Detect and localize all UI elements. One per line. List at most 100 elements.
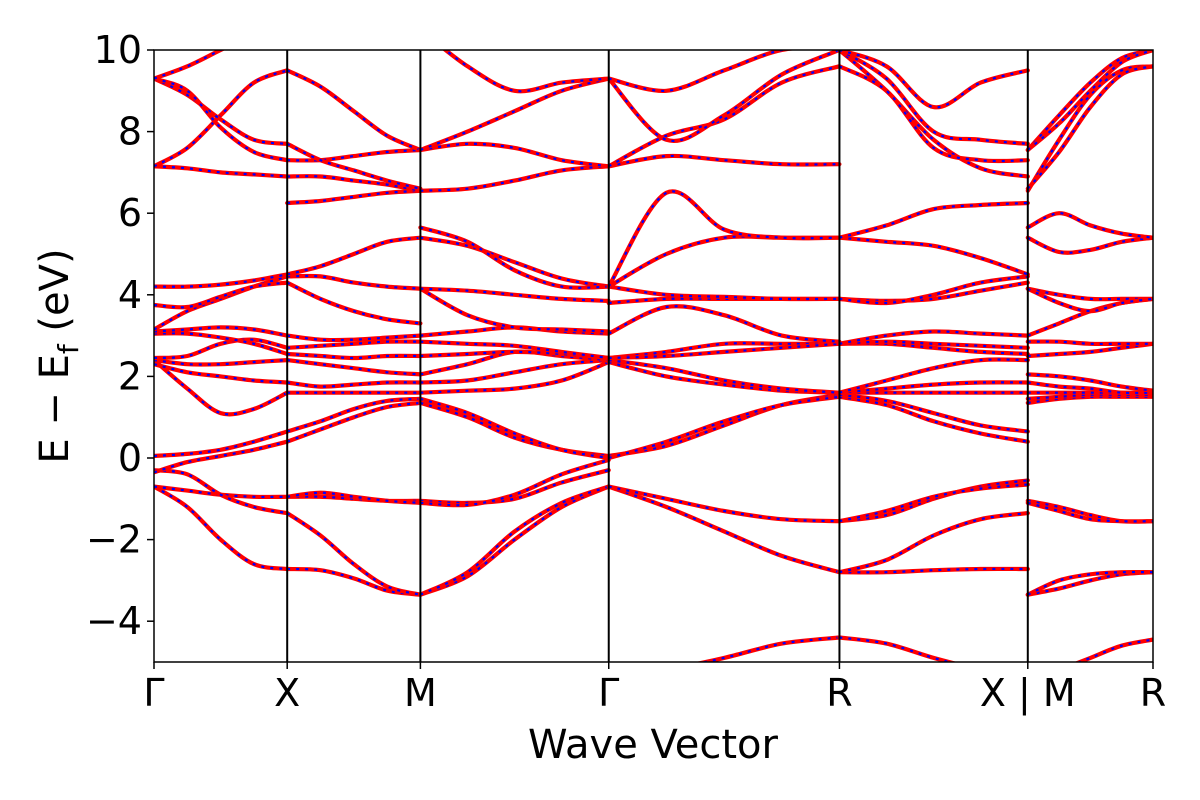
band-line-solid: [606, 64, 842, 169]
band-line-solid: [606, 304, 842, 344]
y-axis-label-unit: (eV): [32, 248, 78, 344]
y-tick-label: 8: [118, 110, 142, 154]
band-line-solid: [837, 394, 1030, 444]
band-line-solid: [837, 566, 1030, 575]
band-line-solid: [285, 68, 423, 153]
band-line-solid: [837, 235, 1030, 277]
band-line-solid: [285, 396, 423, 434]
band-line-dashed: [608, 361, 840, 394]
band-line-dashed: [839, 50, 1029, 109]
band-line-solid: [154, 50, 226, 81]
y-tick-label: 6: [118, 191, 142, 235]
band-line-solid: [1025, 211, 1153, 240]
band-line-dashed: [1027, 287, 1153, 301]
band-line-dashed: [154, 326, 288, 337]
band-line-dashed: [154, 469, 288, 515]
band-line-dashed: [287, 352, 421, 360]
band-line-solid: [606, 153, 842, 169]
band-line-dashed: [1027, 501, 1153, 523]
band-line-dashed: [420, 397, 609, 460]
band-line-dashed: [607, 190, 840, 288]
x-tick-label: X | M: [980, 671, 1076, 716]
band-line-solid: [285, 566, 423, 597]
band-line-dashed: [1027, 50, 1153, 151]
band-line-dashed: [287, 334, 421, 342]
band-line-solid: [154, 68, 290, 169]
band-line-solid: [418, 286, 611, 303]
band-line-solid: [154, 280, 290, 310]
band-line-solid: [442, 50, 611, 94]
band-line-solid: [1074, 637, 1153, 662]
x-tick-label: M: [404, 671, 437, 715]
band-line-dashed: [286, 142, 421, 190]
band-line-solid: [418, 164, 611, 193]
band-line-solid: [285, 380, 423, 389]
x-tick-label: Γ: [598, 671, 619, 715]
band-line-dashed: [419, 77, 609, 152]
band-line-solid: [154, 331, 290, 357]
band-line-solid: [285, 358, 423, 377]
band-line-solid: [418, 141, 611, 169]
band-line-solid: [837, 357, 1030, 395]
band-line-solid: [606, 50, 797, 93]
band-line-dashed: [154, 165, 288, 178]
band-line-solid: [285, 188, 423, 206]
band-line-solid: [1025, 64, 1153, 193]
x-tick-label: R: [826, 671, 852, 715]
band-line-solid: [837, 329, 1030, 346]
band-line-dashed: [608, 485, 840, 523]
band-line-dashed: [838, 50, 1028, 145]
band-line-solid: [1025, 372, 1153, 393]
band-line-solid: [1025, 380, 1153, 396]
band-line-solid: [1025, 569, 1153, 597]
band-line-dashed: [287, 340, 421, 349]
band-line-solid: [837, 380, 1030, 395]
band-line-solid: [154, 362, 290, 385]
y-tick-label: 4: [118, 273, 142, 317]
band-line-dashed: [608, 359, 840, 394]
x-tick-label: R: [1140, 671, 1166, 715]
band-line-dashed: [1027, 287, 1153, 313]
band-line-dashed: [838, 50, 1028, 178]
band-line-dashed: [608, 395, 840, 460]
x-axis: Γ X M Γ R X | M R: [143, 662, 1166, 716]
band-line-dashed: [420, 236, 609, 288]
band-line-solid: [1025, 339, 1153, 347]
band-line-solid: [1025, 64, 1153, 191]
band-line-solid: [606, 341, 842, 361]
band-line-dashed: [286, 512, 421, 596]
band-line-dashed: [1027, 499, 1153, 523]
band-line-solid: [606, 284, 842, 302]
band-line-solid: [154, 439, 290, 475]
band-line-dashed: [420, 458, 610, 507]
band-line-solid: [154, 272, 290, 289]
band-line-dashed: [154, 359, 288, 366]
band-line-dashed: [1026, 50, 1153, 151]
band-line-solid: [154, 76, 290, 163]
band-line-solid: [285, 174, 423, 193]
band-line-solid: [154, 484, 290, 572]
y-tick-label: −4: [86, 599, 142, 643]
y-tick-label: −2: [86, 518, 142, 562]
band-line-solid: [418, 360, 611, 395]
band-line-solid: [285, 147, 423, 163]
band-line-dashed: [419, 287, 609, 333]
band-line-dashed: [1027, 571, 1153, 596]
x-axis-label: Wave Vector: [528, 722, 779, 768]
band-line-dashed: [154, 77, 288, 145]
band-line-solid: [154, 337, 290, 361]
plot-frame: [153, 49, 1154, 663]
y-axis-label-subscript: f: [52, 343, 85, 354]
band-line-solid: [837, 635, 958, 662]
y-axis: −4 −2 0 2 4 6 8 10: [86, 28, 154, 643]
band-line-solid: [285, 235, 423, 277]
band-line-solid: [285, 273, 423, 291]
band-line-dashed: [838, 65, 1028, 163]
band-line-dashed: [1027, 236, 1153, 254]
band-line-solid: [837, 392, 1030, 434]
band-line-solid: [1025, 341, 1153, 359]
y-tick-label: 10: [94, 28, 142, 72]
band-line-solid: [154, 429, 290, 459]
kpoint-lines: [286, 50, 1029, 662]
